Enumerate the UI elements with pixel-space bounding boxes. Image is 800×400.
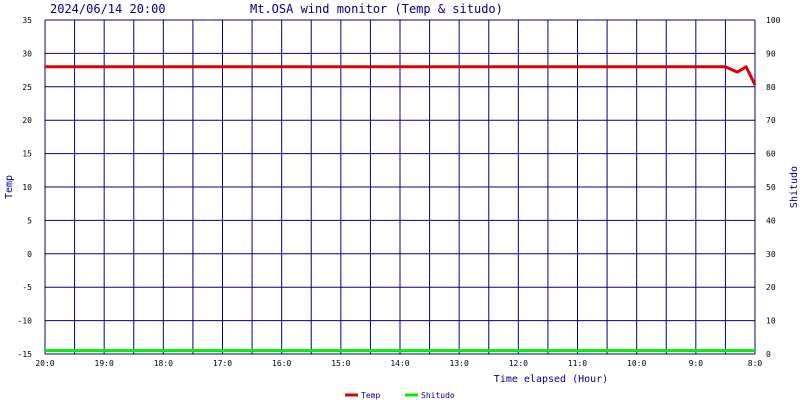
x-tick-label: 11:0 <box>568 359 587 368</box>
y-left-tick-label: -5 <box>22 283 32 292</box>
chart-title: Mt.OSA wind monitor (Temp & situdo) <box>250 2 503 16</box>
y-right-tick-label: 70 <box>766 116 776 125</box>
y-axis-left-label: Temp <box>4 175 15 199</box>
y-right-tick-label: 40 <box>766 216 776 225</box>
grid <box>44 19 756 355</box>
y-left-tick-label: -15 <box>18 350 33 359</box>
x-tick-label: 9:0 <box>689 359 704 368</box>
x-tick-label: 8:0 <box>748 359 763 368</box>
x-tick-label: 16:0 <box>272 359 291 368</box>
x-tick-label: 13:0 <box>450 359 469 368</box>
y-right-tick-label: 100 <box>766 16 781 25</box>
x-axis-label: Time elapsed (Hour) <box>494 374 608 385</box>
y-axis-right-label: Shitudo <box>789 166 800 208</box>
y-right-tick-label: 30 <box>766 250 776 259</box>
y-right-tick-label: 60 <box>766 150 776 159</box>
y-left-tick-label: 0 <box>27 250 32 259</box>
y-left-tick-label: 5 <box>27 216 32 225</box>
y-left-tick-label: 30 <box>22 49 32 58</box>
legend-label: Shitudo <box>421 391 455 400</box>
y-right-tick-label: 0 <box>766 350 771 359</box>
y-left-tick-label: 10 <box>22 183 32 192</box>
y-left-tick-label: 20 <box>22 116 32 125</box>
y-left-tick-label: -10 <box>18 317 33 326</box>
x-tick-label: 12:0 <box>509 359 528 368</box>
legend-label: Temp <box>361 391 380 400</box>
y-right-tick-label: 80 <box>766 83 776 92</box>
x-tick-label: 14:0 <box>390 359 409 368</box>
x-tick-label: 19:0 <box>95 359 114 368</box>
x-tick-label: 15:0 <box>331 359 350 368</box>
x-tick-label: 20:0 <box>35 359 54 368</box>
y-right-tick-label: 10 <box>766 317 776 326</box>
x-tick-label: 10:0 <box>627 359 646 368</box>
series-lines <box>45 65 757 353</box>
y-right-tick-label: 20 <box>766 283 776 292</box>
y-right-tick-label: 50 <box>766 183 776 192</box>
legend: Temp Shitudo <box>345 391 455 400</box>
y-left-tick-label: 15 <box>22 150 32 159</box>
datetime-label: 2024/06/14 20:00 <box>50 2 166 16</box>
y-left-tick-label: 35 <box>22 16 32 25</box>
y-right-tick-label: 90 <box>766 49 776 58</box>
x-tick-label: 18:0 <box>154 359 173 368</box>
x-tick-label: 17:0 <box>213 359 232 368</box>
y-left-tick-label: 25 <box>22 83 32 92</box>
series-line-temp <box>45 65 757 86</box>
tick-labels: 35302520151050-5-10-15100908070605040302… <box>18 16 781 368</box>
